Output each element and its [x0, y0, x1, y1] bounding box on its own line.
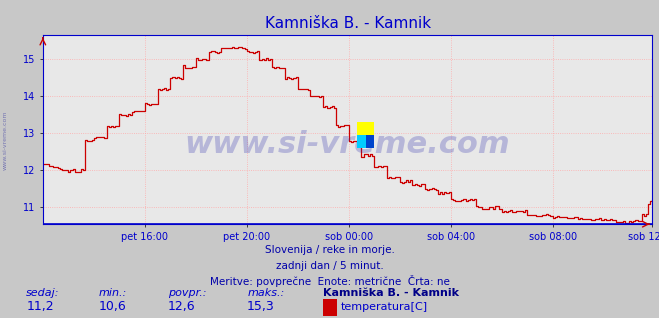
Text: min.:: min.:	[99, 288, 127, 298]
Text: www.si-vreme.com: www.si-vreme.com	[185, 130, 511, 159]
Text: www.si-vreme.com: www.si-vreme.com	[3, 110, 8, 170]
Text: temperatura[C]: temperatura[C]	[341, 302, 428, 312]
Text: Slovenija / reke in morje.: Slovenija / reke in morje.	[264, 245, 395, 255]
Title: Kamniška B. - Kamnik: Kamniška B. - Kamnik	[264, 16, 431, 31]
Text: sedaj:: sedaj:	[26, 288, 60, 298]
Text: maks.:: maks.:	[247, 288, 285, 298]
Bar	[357, 122, 374, 135]
Bar	[366, 135, 374, 148]
Text: 10,6: 10,6	[99, 300, 127, 313]
Text: Meritve: povprečne  Enote: metrične  Črta: ne: Meritve: povprečne Enote: metrične Črta:…	[210, 275, 449, 287]
Text: 11,2: 11,2	[26, 300, 54, 313]
Text: povpr.:: povpr.:	[168, 288, 206, 298]
Text: 15,3: 15,3	[247, 300, 275, 313]
Text: Kamniška B. - Kamnik: Kamniška B. - Kamnik	[323, 288, 459, 298]
Text: zadnji dan / 5 minut.: zadnji dan / 5 minut.	[275, 260, 384, 271]
Bar	[357, 135, 366, 148]
Text: 12,6: 12,6	[168, 300, 196, 313]
